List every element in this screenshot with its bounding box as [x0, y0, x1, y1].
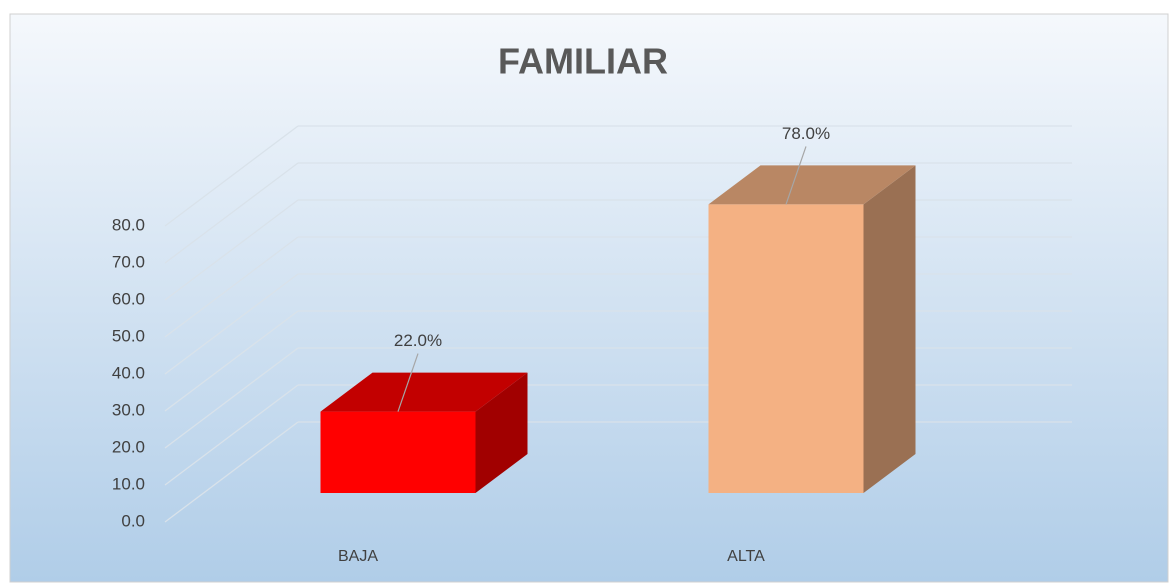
bar-side — [863, 165, 916, 493]
grid-line — [164, 125, 299, 227]
data-label: 78.0% — [782, 124, 830, 143]
y-tick-label: 50.0 — [112, 326, 145, 345]
leader-line — [397, 353, 419, 412]
grid-line — [164, 421, 299, 523]
chart-title: FAMILIAR — [498, 41, 668, 82]
bar-top — [708, 165, 916, 205]
grid-line — [164, 199, 299, 301]
y-tick-label: 10.0 — [112, 474, 145, 493]
y-tick-label: 70.0 — [112, 252, 145, 271]
y-tick-label: 80.0 — [112, 215, 145, 234]
grid-line — [164, 236, 299, 338]
bar — [708, 204, 864, 493]
grid-line — [164, 273, 299, 375]
grid-line — [164, 162, 299, 264]
bar — [320, 411, 476, 493]
x-tick-label: ALTA — [727, 548, 765, 565]
x-tick-label: BAJA — [338, 548, 378, 565]
y-tick-label: 60.0 — [112, 289, 145, 308]
plot-background — [9, 13, 1169, 583]
y-tick-label: 30.0 — [112, 400, 145, 419]
y-tick-label: 20.0 — [112, 437, 145, 456]
data-label: 22.0% — [394, 331, 442, 350]
y-tick-label: 0.0 — [121, 511, 145, 530]
bar-top — [320, 372, 528, 412]
grid-line — [164, 310, 299, 412]
grid-line — [164, 384, 299, 486]
bar-side — [475, 372, 528, 493]
leader-line — [785, 146, 807, 205]
grid-line — [164, 347, 299, 449]
y-tick-label: 40.0 — [112, 363, 145, 382]
